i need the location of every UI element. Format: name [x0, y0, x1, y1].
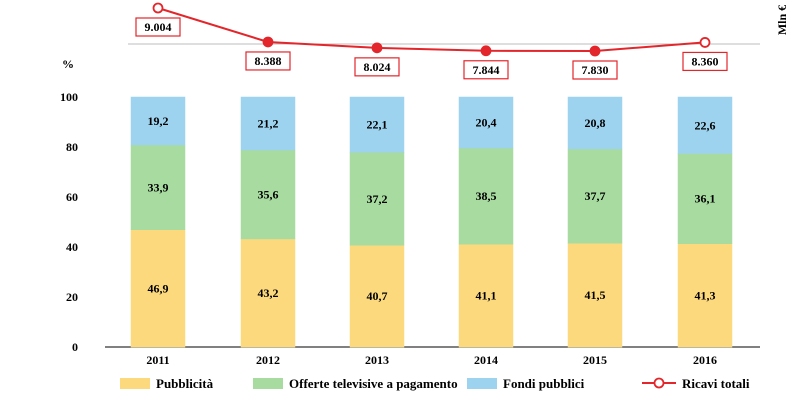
revenue-label-box	[245, 51, 291, 71]
bar-segment-pubblicita	[458, 244, 514, 348]
x-tick-label: 2012	[256, 353, 280, 367]
bar-value-label: 43,2	[258, 286, 279, 300]
bar-segment-fondi-pubblici	[349, 96, 405, 153]
revenue-point	[480, 45, 492, 57]
bar-value-label: 41,5	[585, 288, 606, 302]
y-tick-label: 20	[66, 290, 78, 304]
y-tick-label: 80	[66, 140, 78, 154]
bar-value-label: 38,5	[476, 189, 497, 203]
legend-label: Fondi pubblici	[503, 376, 585, 391]
bar-value-label: 41,1	[476, 289, 497, 303]
x-tick-label: 2014	[474, 353, 498, 367]
revenue-point	[152, 2, 164, 14]
revenue-polyline	[157, 7, 706, 53]
axes: 0 20 40 60 80 100% 2011 2012 2013 2014 2015 2016 Mln…	[60, 5, 789, 367]
revenue-label-box	[572, 60, 618, 80]
bar-segment-offerte-pay	[349, 152, 405, 246]
bar-value-label: 37,7	[585, 189, 606, 203]
legend-pubblicita: Pubblicità	[120, 376, 214, 391]
revenue-point	[262, 36, 274, 48]
revenue-value-label: 8.024	[364, 60, 391, 74]
legend-swatch	[120, 378, 150, 389]
bar-segment-offerte-pay	[458, 147, 514, 245]
legend-label: Offerte televisive a pagamento	[289, 376, 458, 391]
bar-segment-offerte-pay	[240, 149, 296, 240]
revenue-point	[699, 37, 711, 48]
y-axis-label: %	[62, 57, 74, 71]
bar-segment-fondi-pubblici	[458, 96, 514, 149]
bar-segment-pubblicita	[567, 243, 623, 348]
bar-value-label: 46,9	[148, 281, 169, 295]
revenue-value-label: 8.360	[692, 54, 719, 68]
revenue-label-box	[135, 17, 181, 37]
revenue-label-box	[463, 60, 509, 80]
bar-value-label: 40,7	[367, 289, 388, 303]
bar-value-label: 22,1	[367, 118, 388, 132]
y-tick-label: 40	[66, 240, 78, 254]
legend-offerte-pay: Offerte televisive a pagamento	[253, 376, 458, 391]
revenue-value-label: 7.844	[473, 63, 500, 77]
revenue-value-label: 8.388	[255, 54, 282, 68]
bar-segment-fondi-pubblici	[240, 96, 296, 151]
bar-segment-fondi-pubblici	[677, 96, 733, 154]
bar-value-label: 21,2	[258, 117, 279, 131]
bar-value-label: 36,1	[695, 192, 716, 206]
bar-segment-offerte-pay	[130, 144, 186, 230]
y-tick-label: 0	[72, 340, 78, 354]
y-tick-label: 100	[60, 90, 78, 104]
x-tick-label: 2016	[693, 353, 717, 367]
legend-label: Ricavi totali	[682, 376, 750, 391]
legend-marker-icon	[653, 377, 665, 389]
bar-segment-pubblicita	[677, 243, 733, 348]
bar-segment-pubblicita	[240, 238, 296, 348]
bar-value-label: 41,3	[695, 288, 716, 302]
legend-fondi-pubblici: Fondi pubblici	[467, 376, 585, 391]
bar-segment-offerte-pay	[677, 153, 733, 244]
bar-value-label: 33,9	[148, 180, 169, 194]
bar-value-label: 19,2	[148, 114, 169, 128]
x-tick-label: 2015	[583, 353, 607, 367]
bar-segment-fondi-pubblici	[130, 96, 186, 146]
bar-segment-fondi-pubblici	[567, 96, 623, 150]
legend-swatch	[253, 378, 283, 389]
bar-segment-pubblicita	[130, 229, 186, 348]
bar-value-label: 37,2	[367, 192, 388, 206]
bar-value-label: 20,8	[585, 116, 606, 130]
bar-value-label: 20,4	[476, 116, 497, 130]
legend-swatch	[467, 378, 497, 389]
bar-value-label: 22,6	[695, 118, 716, 132]
x-tick-label: 2013	[365, 353, 389, 367]
stacked-bars: 46,9 33,9 19,2 43,2 35,6 21,2 40,7 37,2 22,1 41,1…	[130, 96, 733, 348]
line-axis-label: Mln €	[775, 5, 789, 35]
revenue-value-label: 9.004	[145, 20, 172, 34]
bar-segment-offerte-pay	[567, 148, 623, 244]
revenue-label-box	[682, 51, 728, 72]
legend-label: Pubblicità	[156, 376, 214, 391]
revenue-value-label: 7.830	[582, 63, 609, 77]
revenue-point	[589, 45, 601, 57]
revenue-label-box	[354, 57, 400, 77]
legend: Pubblicità Offerte televisive a pagamento…	[120, 376, 750, 391]
bar-value-label: 35,6	[258, 188, 279, 202]
revenue-line: 9.004 8.388 8.024 7.844 7.830 8.360	[135, 2, 728, 80]
x-tick-label: 2011	[146, 353, 169, 367]
legend-ricavi-totali: Ricavi totali	[642, 376, 750, 391]
revenue-point	[371, 42, 383, 54]
y-tick-label: 60	[66, 190, 78, 204]
bar-segment-pubblicita	[349, 245, 405, 348]
